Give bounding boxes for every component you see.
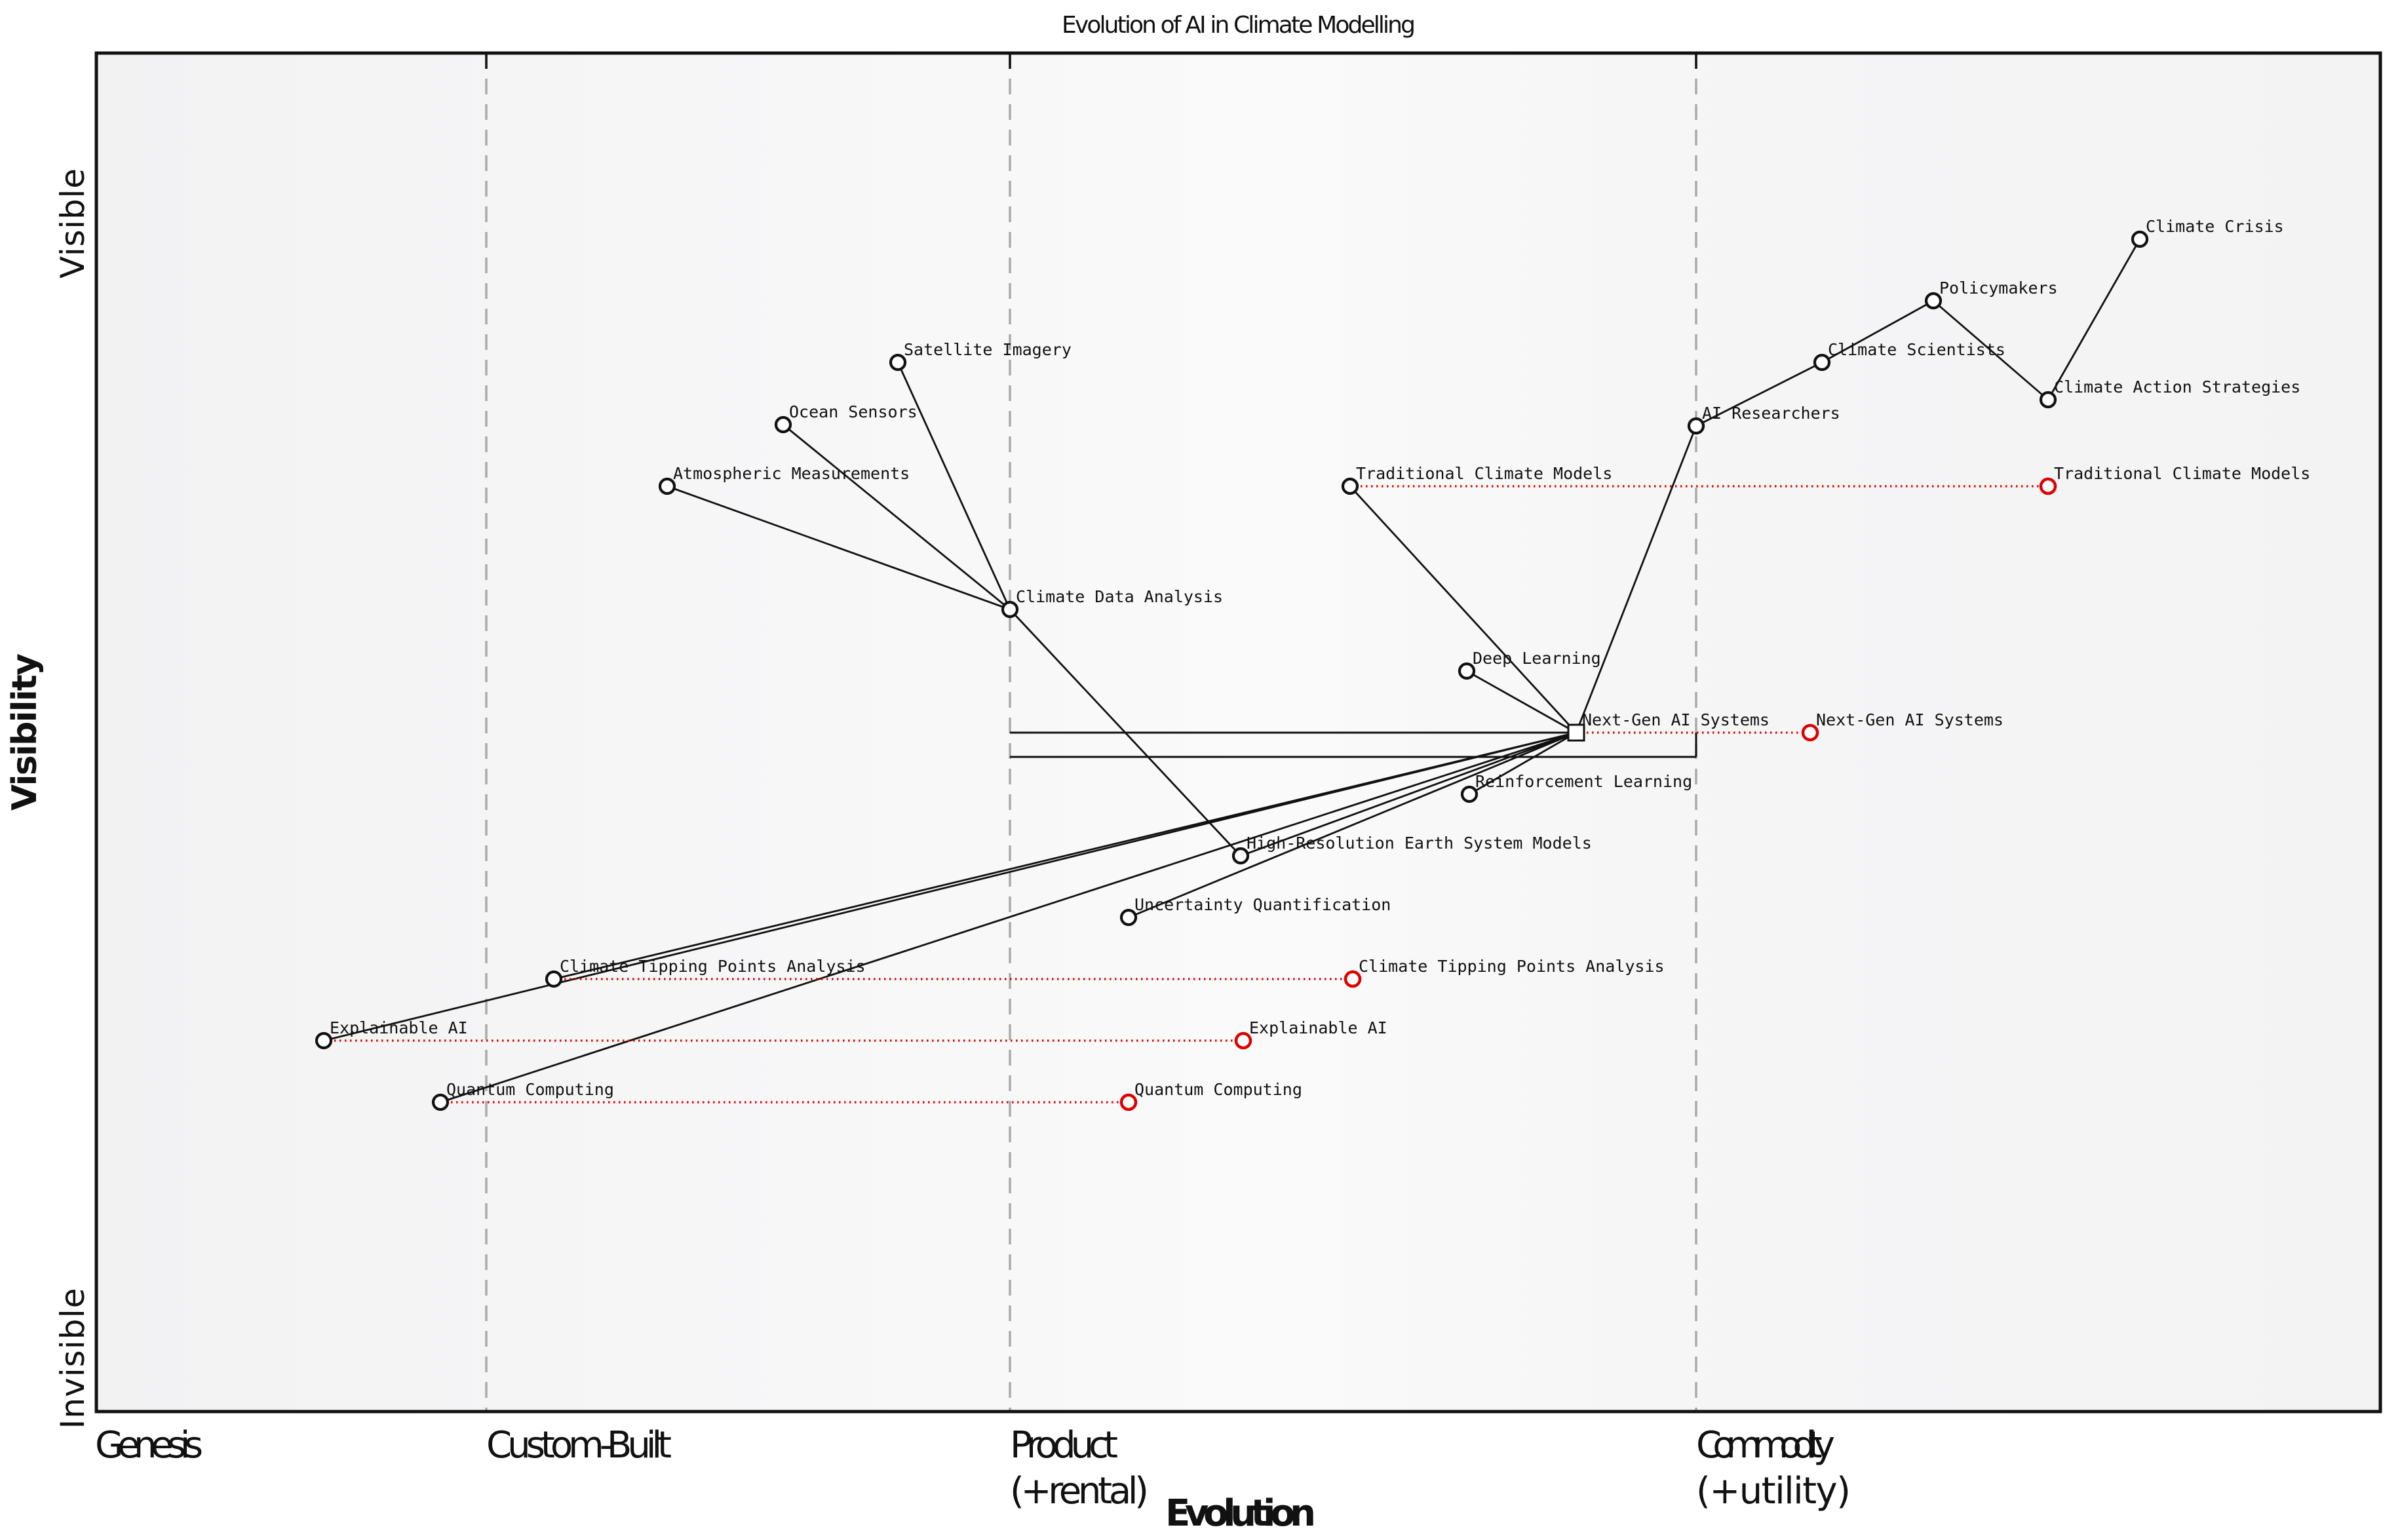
- node-label-deep-learning: Deep Learning: [1473, 649, 1601, 668]
- node-label-reinforcement-learning: Reinforcement Learning: [1475, 772, 1692, 791]
- node-label-policymakers: Policymakers: [1939, 279, 2058, 298]
- edge-explainable-ai--next-gen-ai-systems: [323, 731, 1577, 1042]
- stage-label-custom-built: Custom-Built: [486, 1424, 672, 1467]
- edge-quantum-computing--next-gen-ai-systems: [440, 731, 1577, 1104]
- map-node-next-gen-ai-systems[interactable]: [1567, 723, 1585, 742]
- edge-climate-action-strategies--climate-crisis: [2047, 239, 2141, 400]
- map-node-next-gen-ai-systems-evolved[interactable]: [1801, 723, 1819, 742]
- edge-ai-researchers--next-gen-ai-systems: [1575, 425, 1697, 733]
- map-node-ocean-sensors[interactable]: [774, 415, 792, 434]
- node-label-atmospheric-measurements: Atmospheric Measurements: [673, 464, 910, 483]
- node-label-climate-tipping-points: Climate Tipping Points Analysis: [560, 957, 866, 976]
- x-axis-title: Evolution: [1165, 1492, 1316, 1535]
- chart-title: Evolution of AI in Climate Modelling: [1062, 12, 1416, 39]
- map-node-climate-crisis[interactable]: [2131, 230, 2149, 248]
- map-node-climate-data-analysis[interactable]: [1001, 600, 1019, 619]
- map-node-uncertainty-quantification[interactable]: [1119, 908, 1138, 927]
- map-node-reinforcement-learning[interactable]: [1460, 785, 1479, 803]
- stage-label-genesis: Genesis: [95, 1424, 203, 1467]
- node-label-explainable-ai: Explainable AI: [330, 1018, 468, 1037]
- node-labels-layer: Satellite Imagery Ocean Sensors Atmospheri…: [330, 217, 2310, 1099]
- edge-ocean-sensors--climate-data-analysis: [783, 423, 1011, 611]
- evolution-lines-layer: [324, 485, 2048, 1104]
- edge-atmospheric-measurements--climate-data-analysis: [667, 485, 1011, 611]
- node-label-explainable-ai-evolved: Explainable AI: [1249, 1018, 1387, 1037]
- y-axis-top-label: Visible: [54, 168, 92, 279]
- map-node-climate-action-strategies[interactable]: [2039, 391, 2057, 409]
- node-label-ocean-sensors: Ocean Sensors: [789, 402, 918, 421]
- map-node-high-res-esm[interactable]: [1231, 847, 1250, 865]
- edge-reinforcement-learning--next-gen-ai-systems: [1469, 731, 1577, 796]
- nodes-layer: [315, 230, 2149, 1111]
- node-label-climate-action-strategies: Climate Action Strategies: [2054, 377, 2300, 396]
- map-node-quantum-computing[interactable]: [431, 1093, 450, 1111]
- edge-deep-learning--next-gen-ai-systems: [1466, 670, 1577, 734]
- dependency-edges-layer: [323, 239, 2141, 1104]
- map-node-traditional-climate-models[interactable]: [1341, 477, 1359, 495]
- node-label-next-gen-ai-systems-evolved: Next-Gen AI Systems: [1816, 710, 2003, 729]
- y-axis-bottom-label: Invisible: [54, 1288, 92, 1429]
- node-label-climate-scientists: Climate Scientists: [1828, 340, 2005, 359]
- map-node-explainable-ai-evolved[interactable]: [1234, 1031, 1252, 1050]
- node-label-traditional-climate-models: Traditional Climate Models: [1356, 464, 1612, 483]
- edge-policymakers--climate-action-strategies: [1933, 299, 2049, 401]
- pipeline-layer: [1010, 731, 1697, 758]
- map-node-satellite-imagery[interactable]: [889, 353, 907, 372]
- map-node-traditional-climate-models-evolved[interactable]: [2039, 477, 2057, 495]
- edge-uncertainty-quantification--next-gen-ai-systems: [1128, 731, 1577, 919]
- stage-label-commodity-line2: (+utility): [1696, 1470, 1851, 1512]
- node-label-ai-researchers: AI Researchers: [1702, 404, 1840, 423]
- node-label-quantum-computing: Quantum Computing: [446, 1080, 614, 1099]
- stage-label-commodity: Commodity: [1696, 1424, 1835, 1467]
- map-node-deep-learning[interactable]: [1458, 662, 1476, 680]
- node-label-uncertainty-quantification: Uncertainty Quantification: [1134, 895, 1391, 914]
- edge-climate-scientists--policymakers: [1821, 299, 1934, 364]
- map-node-explainable-ai[interactable]: [315, 1031, 333, 1050]
- stage-label-product: Product: [1010, 1424, 1118, 1467]
- map-node-policymakers[interactable]: [1924, 292, 1943, 310]
- map-node-atmospheric-measurements[interactable]: [658, 477, 676, 495]
- map-node-climate-tipping-points-evolved[interactable]: [1344, 970, 1362, 988]
- node-label-climate-crisis: Climate Crisis: [2146, 217, 2284, 236]
- edge-satellite-imagery--climate-data-analysis: [897, 362, 1011, 610]
- node-label-high-res-esm: High-Resolution Earth System Models: [1247, 834, 1592, 853]
- node-label-next-gen-ai-systems: Next-Gen AI Systems: [1582, 710, 1770, 729]
- map-node-climate-scientists[interactable]: [1813, 353, 1831, 372]
- map-node-quantum-computing-evolved[interactable]: [1119, 1093, 1138, 1111]
- edge-ai-researchers--climate-scientists: [1695, 361, 1823, 427]
- y-axis-title: Visibility: [5, 653, 45, 811]
- node-label-quantum-computing-evolved: Quantum Computing: [1134, 1080, 1302, 1099]
- node-label-climate-data-analysis: Climate Data Analysis: [1016, 587, 1223, 606]
- node-label-satellite-imagery: Satellite Imagery: [904, 340, 1072, 359]
- node-label-traditional-climate-models-evolved: Traditional Climate Models: [2054, 464, 2310, 483]
- map-node-ai-researchers[interactable]: [1687, 417, 1705, 435]
- node-label-climate-tipping-points-evolved: Climate Tipping Points Analysis: [1359, 957, 1665, 976]
- map-node-climate-tipping-points[interactable]: [545, 970, 563, 988]
- edge-high-res-esm--next-gen-ai-systems: [1240, 731, 1577, 857]
- plot-border: [94, 51, 2382, 1414]
- edge-traditional-climate-models--next-gen-ai-systems: [1349, 486, 1577, 733]
- stage-label-product-line2: (+rental): [1010, 1470, 1149, 1512]
